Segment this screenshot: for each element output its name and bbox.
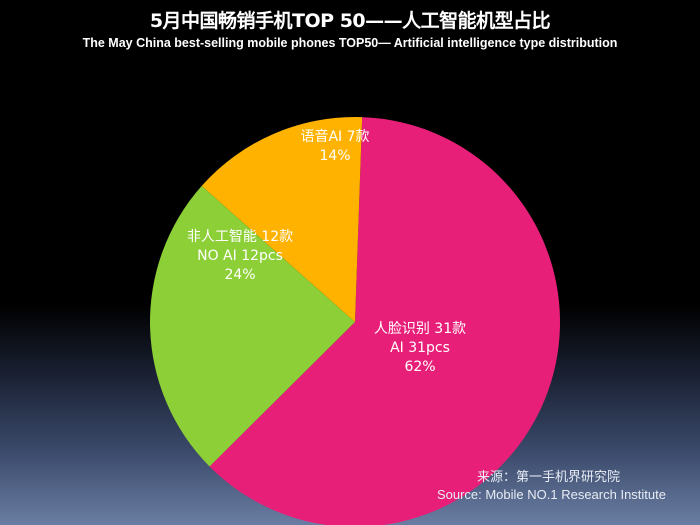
pie-slice-face-recognition: [209, 117, 560, 525]
slice-label-voice-ai-percent: 14%: [319, 148, 351, 164]
chart-subtitle: The May China best-selling mobile phones…: [82, 36, 618, 50]
slice-label-voice-ai: 语音AI 7款 14%: [280, 128, 390, 166]
slice-label-face-recognition-cn: 人脸识别 31款: [373, 321, 467, 337]
slice-label-face-recognition-percent: 62%: [404, 359, 436, 375]
slice-label-voice-ai-cn: 语音AI 7款: [300, 129, 370, 145]
slice-label-face-recognition-en: AI 31pcs: [390, 340, 450, 356]
source-line-en: Source: Mobile NO.1 Research Institute: [436, 487, 666, 502]
source-note: 来源：第一手机界研究院 Source: Mobile NO.1 Research…: [437, 468, 666, 504]
slice-label-no-ai-percent: 24%: [224, 267, 256, 283]
slice-label-no-ai-en: NO AI 12pcs: [197, 248, 283, 264]
slice-label-no-ai-cn: 非人工智能 12款: [186, 229, 294, 245]
source-line-cn: 来源：第一手机界研究院: [476, 469, 620, 484]
slice-label-no-ai: 非人工智能 12款 NO AI 12pcs 24%: [170, 228, 310, 285]
slice-label-face-recognition: 人脸识别 31款 AI 31pcs 62%: [360, 320, 480, 377]
pie-slice-no-ai: [149, 185, 355, 467]
chart-title: 5月中国畅销手机TOP 50——人工智能机型占比: [149, 10, 551, 32]
pie-slice-voice-ai: [201, 117, 363, 323]
